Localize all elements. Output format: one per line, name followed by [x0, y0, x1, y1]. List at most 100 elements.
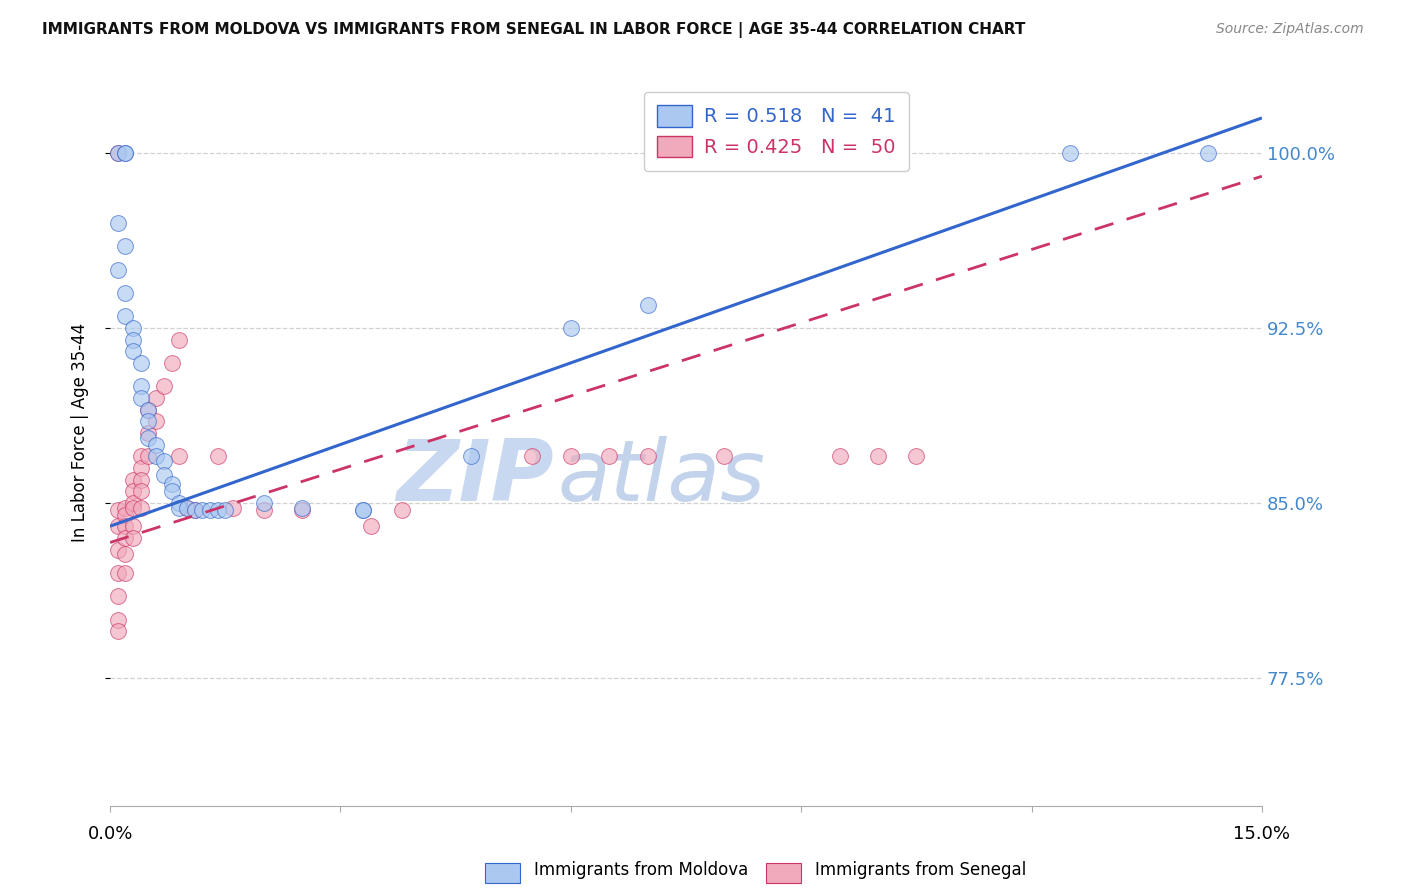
Point — [122, 321, 145, 335]
Point — [160, 356, 183, 370]
Point — [107, 613, 129, 627]
Point — [176, 500, 198, 515]
Point — [560, 449, 582, 463]
Point — [713, 449, 735, 463]
Point — [291, 500, 314, 515]
Point — [138, 431, 160, 445]
Point — [138, 449, 160, 463]
Point — [183, 503, 205, 517]
Point — [122, 519, 145, 533]
Point — [122, 500, 145, 515]
Point — [122, 333, 145, 347]
Point — [114, 285, 136, 300]
Legend: R = 0.518   N =  41, R = 0.425   N =  50: R = 0.518 N = 41, R = 0.425 N = 50 — [644, 92, 910, 171]
Point — [1059, 145, 1081, 160]
Point — [598, 449, 620, 463]
Point — [114, 500, 136, 515]
Point — [114, 547, 136, 561]
Point — [905, 449, 928, 463]
Point — [253, 503, 276, 517]
Text: atlas: atlas — [557, 436, 765, 519]
Point — [122, 496, 145, 510]
Point — [129, 461, 152, 475]
Point — [122, 531, 145, 545]
Point — [391, 503, 413, 517]
Point — [145, 414, 167, 428]
Point — [353, 503, 375, 517]
Point — [560, 321, 582, 335]
Point — [153, 379, 176, 393]
Point — [198, 503, 221, 517]
Point — [167, 449, 190, 463]
Point — [153, 454, 176, 468]
Point — [114, 145, 136, 160]
Text: ZIP: ZIP — [396, 436, 554, 519]
Point — [866, 145, 889, 160]
Point — [145, 437, 167, 451]
Point — [460, 449, 482, 463]
Point — [353, 503, 375, 517]
Point — [138, 402, 160, 417]
Point — [183, 503, 205, 517]
Point — [107, 624, 129, 639]
Point — [153, 467, 176, 482]
Point — [167, 500, 190, 515]
Point — [828, 449, 851, 463]
Point — [207, 449, 229, 463]
Point — [122, 473, 145, 487]
Point — [114, 508, 136, 522]
Point — [253, 496, 276, 510]
Point — [114, 531, 136, 545]
Point — [107, 145, 129, 160]
Point — [214, 503, 236, 517]
Point — [145, 449, 167, 463]
Text: IMMIGRANTS FROM MOLDOVA VS IMMIGRANTS FROM SENEGAL IN LABOR FORCE | AGE 35-44 CO: IMMIGRANTS FROM MOLDOVA VS IMMIGRANTS FR… — [42, 22, 1025, 38]
Point — [160, 484, 183, 499]
Point — [129, 356, 152, 370]
Point — [114, 566, 136, 580]
Point — [114, 310, 136, 324]
Point — [107, 216, 129, 230]
Point — [122, 344, 145, 359]
Point — [107, 262, 129, 277]
Text: 15.0%: 15.0% — [1233, 825, 1291, 843]
Point — [138, 402, 160, 417]
Point — [637, 297, 659, 311]
Point — [114, 145, 136, 160]
Point — [107, 503, 129, 517]
Point — [129, 473, 152, 487]
Point — [167, 496, 190, 510]
Point — [176, 500, 198, 515]
Point — [114, 239, 136, 253]
Text: Immigrants from Senegal: Immigrants from Senegal — [815, 861, 1026, 879]
Point — [107, 542, 129, 557]
Point — [114, 519, 136, 533]
Y-axis label: In Labor Force | Age 35-44: In Labor Force | Age 35-44 — [72, 323, 89, 542]
Point — [522, 449, 544, 463]
Point — [107, 519, 129, 533]
Point — [138, 414, 160, 428]
Point — [360, 519, 382, 533]
Point — [129, 391, 152, 405]
Point — [866, 449, 889, 463]
Point — [1197, 145, 1219, 160]
Point — [129, 449, 152, 463]
Point — [291, 503, 314, 517]
Point — [145, 391, 167, 405]
Point — [191, 503, 214, 517]
Point — [637, 449, 659, 463]
Point — [167, 333, 190, 347]
Point — [207, 503, 229, 517]
Point — [138, 425, 160, 440]
Point — [129, 484, 152, 499]
Point — [107, 566, 129, 580]
Point — [107, 589, 129, 603]
Point — [122, 484, 145, 499]
Point — [160, 477, 183, 491]
Text: 0.0%: 0.0% — [87, 825, 132, 843]
Point — [129, 500, 152, 515]
Text: Immigrants from Moldova: Immigrants from Moldova — [534, 861, 748, 879]
Text: Source: ZipAtlas.com: Source: ZipAtlas.com — [1216, 22, 1364, 37]
Point — [129, 379, 152, 393]
Point — [222, 500, 245, 515]
